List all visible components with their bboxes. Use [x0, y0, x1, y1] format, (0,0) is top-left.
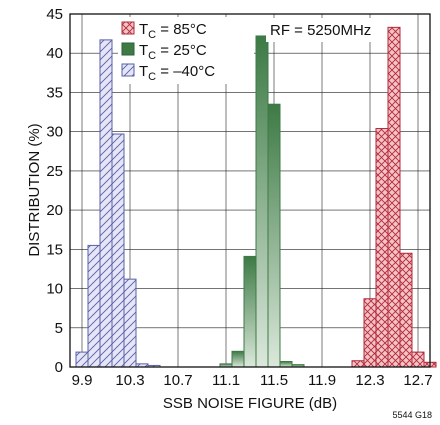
y-tick-label: 35: [46, 84, 63, 101]
x-tick-label: 11.9: [308, 372, 336, 389]
x-tick-labels: 9.9 10.3 10.7 11.1 11.5 11.9 12.3 12.7: [72, 372, 433, 389]
x-tick-label: 12.7: [403, 372, 432, 389]
bar-series-2: [75, 351, 89, 368]
y-tick-label: 0: [55, 359, 63, 376]
annotation-rf: RF = 5250MHz: [270, 22, 371, 39]
legend-label-minus40c: TC = –40°C: [139, 63, 215, 83]
y-tick-label: 25: [46, 163, 63, 180]
annotation-background: [266, 18, 376, 42]
bar-series-0: [351, 360, 365, 368]
bar-series-2: [87, 244, 101, 368]
y-tick-label: 45: [46, 6, 63, 23]
legend-label-85c: TC = 85°C: [139, 21, 207, 41]
x-tick-label: 11.5: [260, 372, 288, 389]
bar-series-2: [123, 278, 137, 368]
x-tick-label: 12.3: [355, 372, 384, 389]
x-tick-label: 10.3: [115, 372, 144, 389]
bar-series-0: [375, 128, 389, 368]
x-tick-label: 11.1: [212, 372, 240, 389]
y-axis-label: DISTRIBUTION (%): [26, 123, 43, 256]
bar-series-1: [231, 350, 245, 368]
y-tick-label: 15: [46, 241, 63, 258]
bar-series-0: [363, 298, 377, 368]
bar-series-1: [267, 103, 281, 368]
y-tick-label: 20: [46, 202, 63, 219]
annotation-group: RF = 5250MHz: [266, 18, 376, 42]
legend-item-85c: TC = 85°C: [121, 21, 207, 41]
legend: TC = 85°C TC = 25°C TC = –40°C: [118, 17, 254, 84]
bar-series-2: [111, 133, 125, 368]
figure-code: 5544 G18: [392, 410, 432, 420]
legend-label-25c: TC = 25°C: [139, 42, 207, 62]
legend-swatch-25c: [121, 42, 135, 56]
x-axis-label: SSB NOISE FIGURE (dB): [163, 395, 337, 412]
bar-series-1: [255, 35, 269, 368]
legend-background: [118, 17, 254, 84]
bar-series-0: [411, 351, 425, 368]
bar-series-0: [399, 252, 413, 368]
bar-series-1: [279, 361, 293, 368]
legend-item-25c: TC = 25°C: [121, 42, 207, 62]
y-tick-label: 10: [46, 281, 63, 298]
y-tick-labels: 0 5 10 15 20 25 30 35 40 45: [46, 6, 63, 376]
legend-swatch-85c: [121, 21, 135, 35]
y-tick-label: 30: [46, 124, 63, 141]
y-tick-label: 5: [55, 320, 63, 337]
x-tick-label: 10.7: [163, 372, 192, 389]
bar-series-0: [387, 26, 401, 368]
y-tick-label: 40: [46, 45, 63, 62]
plot-frame: [69, 13, 431, 368]
bar-series-1: [243, 255, 257, 368]
x-tick-label: 9.9: [72, 372, 93, 389]
bar-series-2: [99, 39, 113, 368]
legend-swatch-minus40c: [121, 63, 135, 77]
legend-item-minus40c: TC = –40°C: [121, 63, 215, 83]
